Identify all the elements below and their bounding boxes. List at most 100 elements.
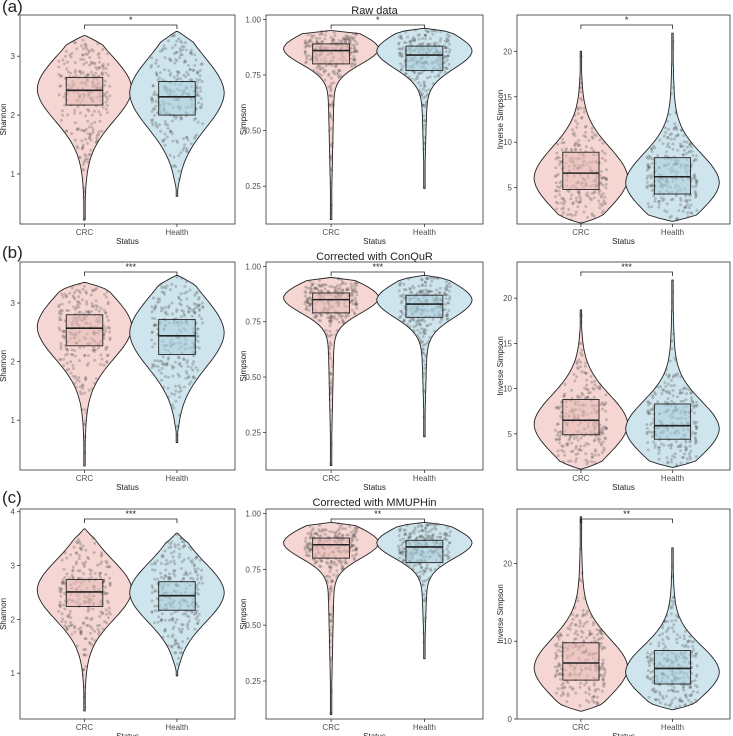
data-point: [328, 319, 331, 323]
data-point: [195, 80, 199, 84]
data-point: [320, 40, 324, 43]
data-point: [586, 609, 589, 613]
data-point: [334, 289, 337, 293]
data-point: [169, 72, 173, 76]
data-point: [590, 455, 594, 459]
data-point: [579, 90, 583, 94]
data-point: [665, 391, 669, 394]
data-point: [89, 569, 93, 573]
data-point: [576, 394, 580, 398]
data-point: [424, 616, 427, 620]
data-point: [106, 302, 110, 306]
x-tick-label: Health: [661, 723, 684, 732]
data-point: [651, 394, 655, 398]
data-point: [675, 218, 679, 222]
data-point: [81, 384, 85, 388]
data-point: [690, 212, 694, 215]
data-point: [90, 387, 94, 391]
data-point: [582, 110, 586, 114]
data-point: [670, 347, 674, 351]
data-point: [328, 393, 332, 397]
data-point: [332, 31, 336, 35]
data-point: [323, 78, 327, 82]
data-point: [80, 147, 84, 151]
data-point: [341, 527, 345, 531]
data-point: [84, 43, 88, 47]
data-point: [672, 595, 676, 599]
data-point: [673, 126, 676, 129]
data-point: [665, 150, 669, 154]
data-point: [440, 318, 444, 322]
data-point: [689, 449, 693, 453]
data-point: [104, 346, 108, 350]
data-point: [656, 385, 660, 389]
data-point: [570, 193, 574, 197]
data-point: [83, 391, 87, 395]
data-point: [579, 197, 583, 200]
y-tick-label: 2: [11, 111, 16, 120]
data-point: [150, 121, 154, 125]
data-point: [683, 205, 687, 209]
data-point: [577, 190, 581, 194]
x-axis-label: Status: [363, 237, 386, 246]
data-point: [166, 375, 170, 379]
data-point: [171, 366, 175, 370]
data-point: [188, 571, 192, 575]
significance-label: ***: [125, 509, 136, 519]
data-point: [196, 567, 200, 571]
data-point: [592, 395, 596, 399]
data-point: [682, 134, 686, 137]
data-point: [567, 190, 571, 193]
data-point: [331, 579, 335, 583]
data-point: [426, 323, 430, 327]
box-crc: [562, 151, 600, 190]
data-point: [602, 446, 606, 450]
significance-bracket: *: [330, 15, 425, 29]
data-point: [152, 296, 155, 300]
data-point: [565, 700, 569, 704]
data-point: [671, 388, 675, 392]
data-point: [349, 285, 353, 289]
data-point: [174, 360, 177, 364]
data-point: [600, 195, 604, 199]
data-point: [411, 284, 415, 288]
y-tick-label: 1: [11, 416, 16, 425]
data-point: [399, 281, 403, 285]
data-point: [651, 651, 655, 655]
data-point: [165, 558, 169, 562]
x-tick-label: CRC: [572, 474, 590, 483]
bracket-line: [330, 518, 425, 523]
data-point: [340, 314, 344, 318]
data-point: [666, 382, 670, 386]
data-point: [100, 612, 104, 616]
data-point: [197, 618, 201, 622]
data-point: [566, 633, 570, 637]
data-point: [329, 390, 333, 394]
data-point: [422, 327, 426, 331]
data-point: [694, 192, 698, 196]
data-point: [151, 118, 155, 122]
data-point: [671, 197, 675, 201]
data-point: [600, 443, 604, 447]
data-point: [668, 145, 672, 149]
data-point: [58, 605, 62, 609]
data-point: [84, 157, 88, 161]
data-point: [586, 388, 590, 392]
data-point: [665, 456, 669, 460]
data-point: [308, 38, 312, 42]
data-point: [570, 396, 574, 400]
data-point: [582, 107, 586, 110]
data-point: [604, 186, 608, 190]
data-point: [173, 33, 177, 37]
data-point: [352, 36, 356, 40]
data-point: [602, 403, 606, 407]
data-point: [692, 174, 696, 178]
data-point: [447, 541, 451, 545]
data-point: [313, 286, 317, 290]
data-point: [584, 135, 588, 139]
data-point: [78, 554, 81, 557]
data-point: [334, 65, 338, 69]
data-point: [416, 319, 420, 323]
data-point: [443, 293, 447, 297]
data-point: [583, 125, 587, 129]
